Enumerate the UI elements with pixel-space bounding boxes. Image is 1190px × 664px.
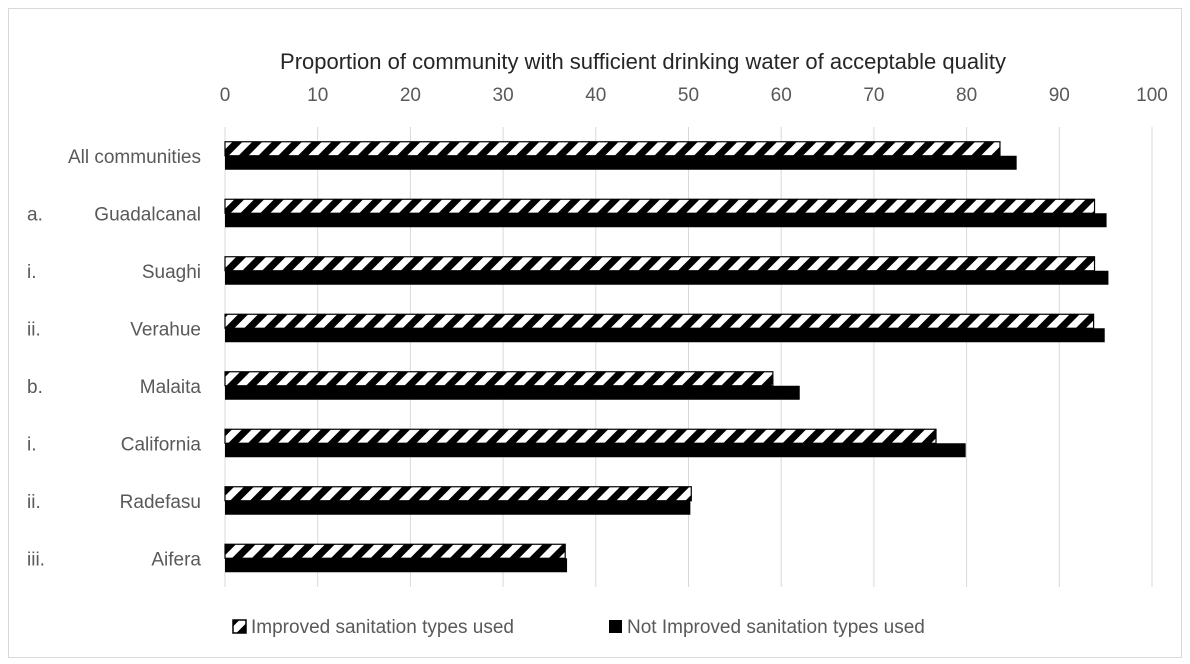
category-prefix: a. bbox=[27, 204, 43, 225]
x-tick-label: 20 bbox=[400, 85, 421, 106]
x-tick-label: 70 bbox=[863, 85, 884, 106]
category-label: Guadalcanal bbox=[94, 204, 201, 225]
category-prefix: ii. bbox=[27, 492, 41, 513]
bar-not-improved bbox=[225, 443, 966, 458]
bar-improved bbox=[224, 543, 566, 559]
bar-not-improved bbox=[225, 558, 568, 573]
category-label: Suaghi bbox=[142, 262, 201, 283]
bar-improved bbox=[224, 486, 692, 502]
bar-improved bbox=[224, 313, 1095, 329]
category-label: Aifera bbox=[151, 549, 201, 570]
category-prefix: i. bbox=[27, 434, 37, 455]
category-label: Malaita bbox=[140, 377, 202, 398]
gridlines bbox=[224, 127, 1153, 587]
x-tick-label: 100 bbox=[1136, 85, 1168, 106]
x-tick-label: 90 bbox=[1049, 85, 1070, 106]
legend-swatch bbox=[609, 620, 622, 633]
bar-chart: Proportion of community with sufficient … bbox=[27, 49, 1168, 638]
category-prefix: iii. bbox=[27, 549, 45, 570]
bar-not-improved bbox=[225, 270, 1109, 285]
legend-swatch bbox=[232, 619, 247, 634]
category-labels: All communities a. Guadalcanal i. Suaghi ii. V… bbox=[27, 147, 201, 571]
x-tick-label: 50 bbox=[678, 85, 699, 106]
bar-improved bbox=[224, 198, 1096, 214]
chart-frame: Proportion of community with sufficient … bbox=[8, 8, 1182, 658]
bar-not-improved bbox=[225, 385, 800, 400]
bar-not-improved bbox=[225, 155, 1017, 170]
x-tick-label: 10 bbox=[307, 85, 328, 106]
category-prefix: ii. bbox=[27, 319, 41, 340]
x-tick-label: 60 bbox=[771, 85, 792, 106]
x-axis-ticks: 0 10 20 30 40 50 60 70 80 90 100 bbox=[220, 85, 1168, 106]
bar-improved bbox=[224, 256, 1096, 272]
x-tick-label: 0 bbox=[220, 85, 231, 106]
chart-title: Proportion of community with sufficient … bbox=[280, 49, 1006, 74]
bar-not-improved bbox=[225, 213, 1107, 228]
x-tick-label: 80 bbox=[956, 85, 977, 106]
bar-improved bbox=[224, 141, 1001, 157]
category-label: California bbox=[121, 434, 202, 455]
x-tick-label: 30 bbox=[493, 85, 514, 106]
bar-improved bbox=[224, 428, 937, 444]
bars bbox=[224, 141, 1109, 573]
bar-improved bbox=[224, 371, 774, 387]
bar-not-improved bbox=[225, 328, 1105, 343]
category-label: All communities bbox=[68, 147, 201, 168]
category-label: Verahue bbox=[130, 319, 201, 340]
legend: Improved sanitation types used Not Improv… bbox=[232, 617, 925, 638]
bar-not-improved bbox=[225, 500, 691, 515]
legend-label: Not Improved sanitation types used bbox=[627, 617, 925, 638]
legend-label: Improved sanitation types used bbox=[251, 617, 514, 638]
category-prefix: i. bbox=[27, 262, 37, 283]
category-prefix: b. bbox=[27, 377, 43, 398]
category-label: Radefasu bbox=[120, 492, 201, 513]
x-tick-label: 40 bbox=[585, 85, 606, 106]
